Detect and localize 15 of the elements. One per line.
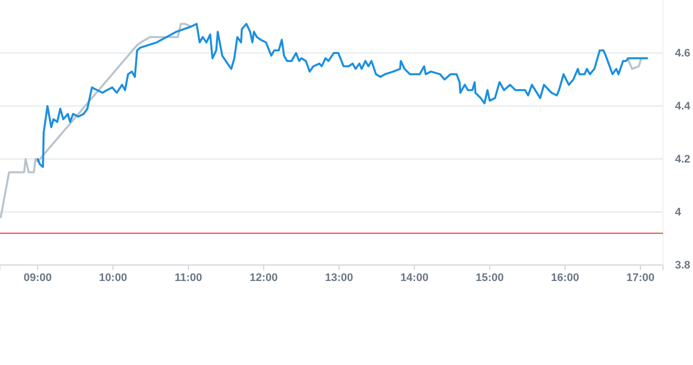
x-tick-label: 15:00 (476, 272, 504, 284)
y-tick-label: 4 (675, 206, 682, 219)
x-tick-label: 17:00 (626, 272, 654, 284)
x-tick-label: 16:00 (550, 272, 580, 284)
x-tick-label: 13:00 (324, 272, 354, 284)
line-series (36, 22, 648, 168)
x-tick-label: 11:00 (174, 272, 202, 284)
y-tick-label: 4.4 (675, 100, 692, 113)
y-tick-label: 4.6 (675, 48, 690, 60)
x-tick-label: 14:00 (400, 272, 428, 284)
y-tick-label: 3.8 (675, 260, 690, 272)
x-tick-label: 10:00 (98, 272, 128, 284)
y-tick-label: 4.2 (675, 154, 690, 166)
x-tick-label: 12:00 (250, 272, 278, 284)
x-tick-label: 09:00 (24, 272, 52, 284)
